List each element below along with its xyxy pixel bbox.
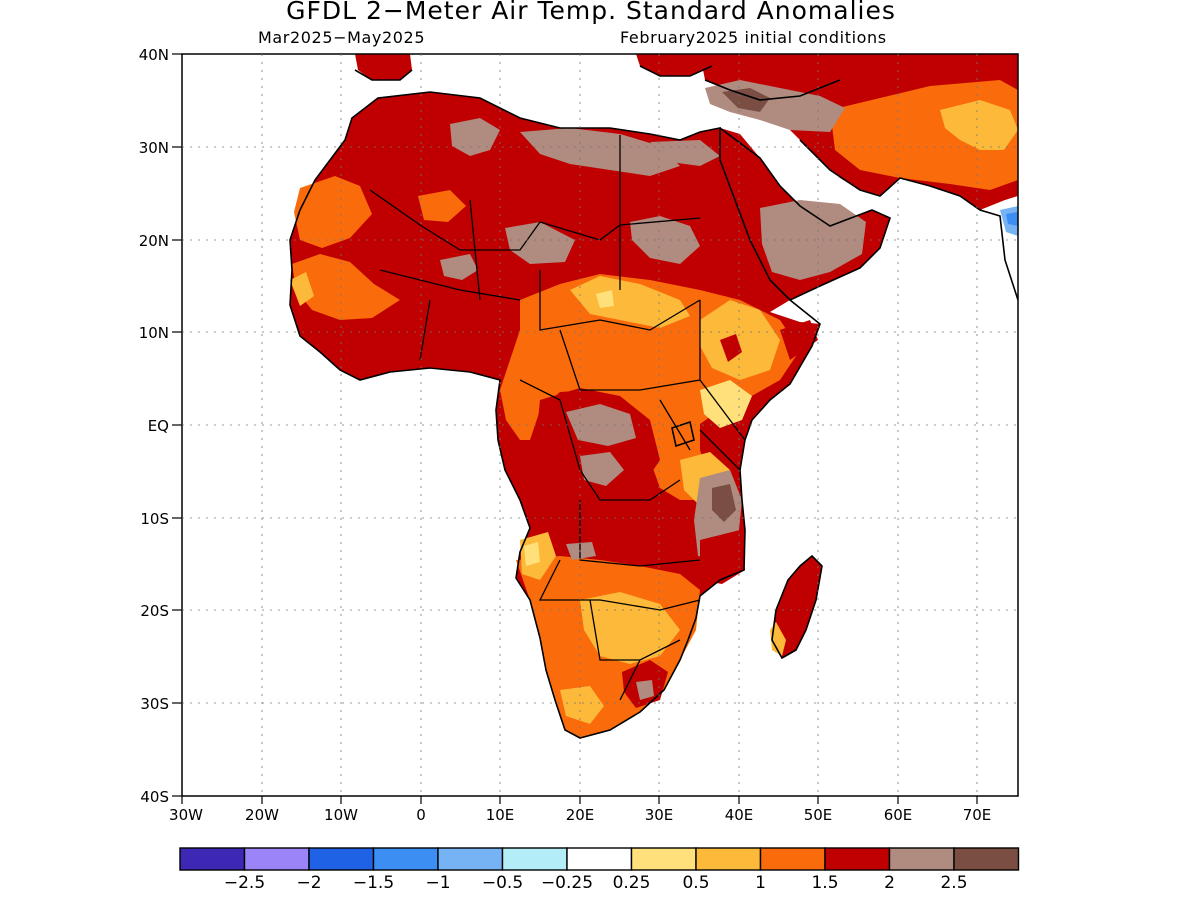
longitude-labels: 30W 20W 10W 0 10E 20E 30E 40E 50E 60E 70… (169, 806, 991, 824)
zambia-2p5-spot (566, 542, 596, 560)
colorbar-label: 1.5 (811, 873, 838, 893)
colorbar-label: −1 (425, 873, 450, 893)
colorbar-swatch (630, 847, 697, 871)
india-1-zone (940, 100, 1018, 150)
somalia-2-zone (780, 320, 818, 360)
colorbar-swatch (501, 847, 568, 871)
sahara-1p5-west (418, 190, 466, 222)
colorbar-swatch (179, 847, 246, 871)
colorbar-label: 2 (884, 873, 895, 893)
lat-label-eq: EQ (148, 417, 169, 435)
lon-label-20e: 20E (566, 806, 595, 824)
forecast-period: Mar2025−May2025 (258, 28, 426, 47)
lon-label-30e: 30E (645, 806, 674, 824)
sahel-central-0p5-spot (596, 290, 614, 308)
lat-label-30n: 30N (139, 139, 169, 157)
sahara-2p5-libya (520, 128, 680, 176)
lon-label-70e: 70E (963, 806, 992, 824)
arabia-coastline (719, 127, 891, 301)
lon-label-0: 0 (416, 806, 426, 824)
colorbar-label: −2.5 (224, 873, 265, 893)
sahel-2p5-west (440, 254, 478, 280)
sahel-west-1p5-zone (292, 254, 400, 320)
congo-2p5-north (566, 404, 636, 446)
lat-label-30s: 30S (140, 695, 169, 713)
lon-label-20w: 20W (245, 806, 279, 824)
colorbar-swatch (888, 847, 955, 871)
sahel-central-1-zone (570, 276, 690, 328)
angola-0p5-spot (524, 542, 540, 566)
lat-label-20n: 20N (139, 232, 169, 250)
west-africa-1p5-zone (294, 176, 372, 248)
colorbar-swatch (695, 847, 762, 871)
sahara-2p5-central (505, 222, 575, 264)
madagascar-coastline (771, 554, 823, 660)
colorbar-label: −0.5 (482, 873, 523, 893)
colorbar-swatch (824, 847, 891, 871)
initial-conditions: February2025 initial conditions (620, 28, 887, 47)
lat-label-10n: 10N (139, 324, 169, 342)
balkans-shading (636, 54, 712, 76)
tanzania-3-zone (712, 484, 736, 522)
colorbar-label: 0.5 (682, 873, 709, 893)
gulf-coastline (799, 139, 1018, 301)
ethiopia-1-zone (700, 300, 780, 380)
colorbar-label: −2 (296, 873, 321, 893)
iberia-shading (355, 54, 412, 80)
colorbar-swatch (372, 847, 439, 871)
country-borders (369, 135, 746, 701)
lon-label-40e: 40E (725, 806, 754, 824)
colorbar-label: −1.5 (353, 873, 394, 893)
sahara-2p5-east (630, 216, 700, 264)
lat-label-20s: 20S (140, 602, 169, 620)
lon-label-30w: 30W (169, 806, 203, 824)
coastlines-and-borders (289, 65, 1018, 739)
lat-label-40n: 40N (139, 46, 169, 64)
lon-label-60e: 60E (884, 806, 913, 824)
lon-label-50e: 50E (804, 806, 833, 824)
arabia-2p5-zone (760, 200, 866, 280)
senegal-1-zone (290, 272, 314, 306)
sahara-2p5-north (450, 118, 500, 156)
india-negative-core (1006, 212, 1018, 226)
colorbar-label: 2.5 (940, 873, 967, 893)
colorbar-swatch (437, 847, 504, 871)
mozambique-2-zone (700, 530, 745, 584)
colorbar-label: 0.25 (613, 873, 651, 893)
lake-victoria (671, 420, 695, 448)
lesotho-2p5-spot (636, 680, 654, 700)
colorbar-label: 1 (755, 873, 766, 893)
gridlines (182, 54, 1018, 796)
madagascar-shading (772, 556, 822, 658)
tick-marks (172, 53, 978, 804)
colorbar-swatch (308, 847, 375, 871)
europe-coastline (354, 65, 841, 101)
colorbar: −2.5 −2 −1.5 −1 −0.5 −0.25 0.25 0.5 1 1.5 2 2.5 (179, 847, 1020, 893)
anomaly-field (290, 54, 1018, 738)
ethiopia-2-spot (720, 334, 742, 362)
lon-label-10w: 10W (324, 806, 358, 824)
congo-2p5-south (580, 452, 624, 486)
africa-coastline (289, 91, 821, 739)
lat-label-10s: 10S (140, 510, 169, 528)
lon-label-10e: 10E (486, 806, 515, 824)
sahara-2p5-egypt (650, 140, 720, 166)
cape-1-zone (560, 686, 604, 724)
colorbar-swatch (243, 847, 310, 871)
turkey-3-zone (722, 88, 770, 112)
colorbar-swatch (953, 847, 1020, 871)
colorbar-swatch (566, 847, 633, 871)
lat-label-40s: 40S (140, 788, 169, 806)
latitude-labels: 40N 30N 20N 10N EQ 10S 20S 30S 40S (139, 46, 169, 806)
colorbar-swatch (759, 847, 826, 871)
map-title: GFDL 2−Meter Air Temp. Standard Anomalie… (286, 0, 896, 25)
colorbar-label: −0.25 (541, 873, 593, 893)
